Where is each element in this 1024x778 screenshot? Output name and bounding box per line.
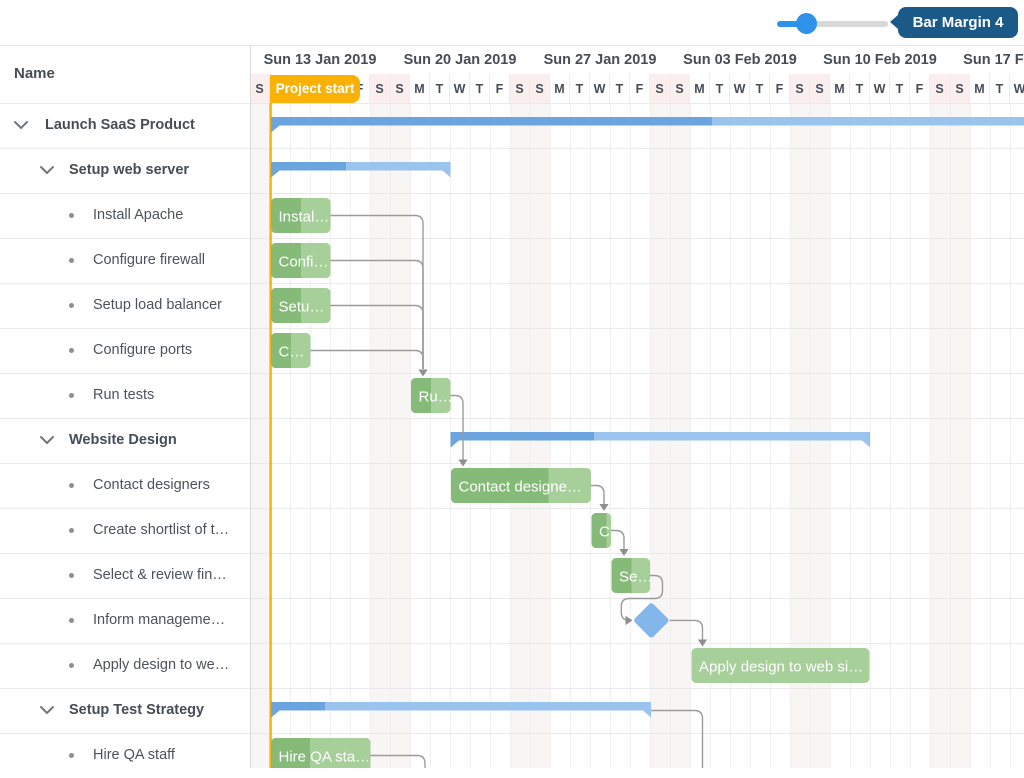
svg-text:Confi…: Confi… xyxy=(279,254,329,271)
svg-text:C…: C… xyxy=(279,344,305,361)
svg-text:Hire QA sta…: Hire QA sta… xyxy=(279,749,371,766)
svg-text:Apply design to web si…: Apply design to web si… xyxy=(699,659,863,676)
svg-text:Ru…: Ru… xyxy=(419,389,453,406)
svg-text:Se…: Se… xyxy=(619,569,652,586)
svg-text:Instal…: Instal… xyxy=(279,209,330,226)
svg-text:C…: C… xyxy=(599,524,625,541)
svg-text:Setu…: Setu… xyxy=(279,299,325,316)
svg-text:Contact designe…: Contact designe… xyxy=(459,479,582,496)
